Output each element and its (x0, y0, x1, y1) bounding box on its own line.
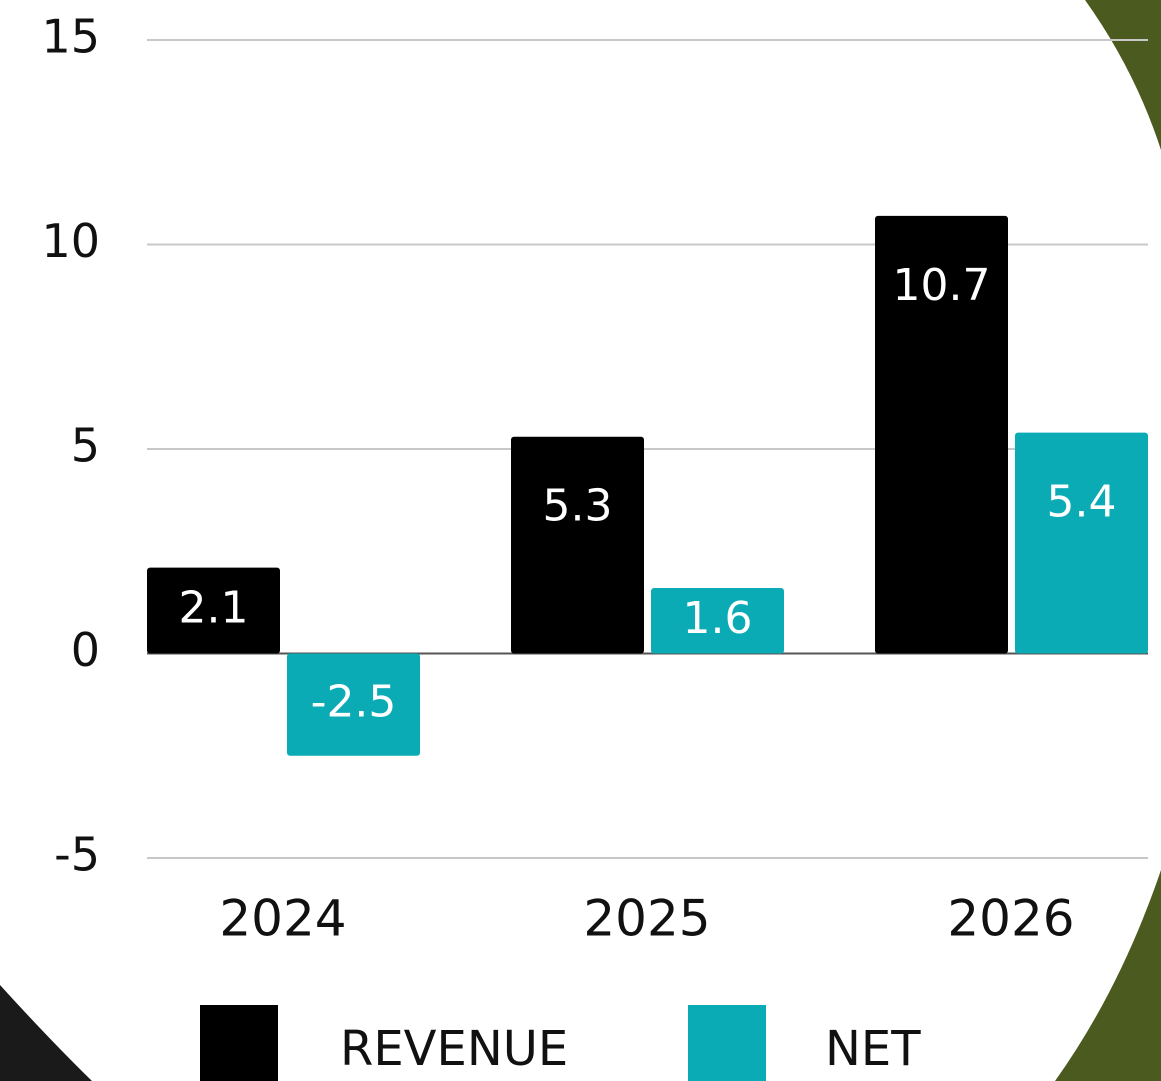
bar (511, 436, 644, 654)
legend-swatch (200, 1005, 278, 1081)
y-tick-label: 15 (41, 10, 100, 64)
bar (875, 215, 1008, 654)
corner-bottom-left (0, 985, 92, 1081)
data-label: 1.6 (683, 593, 753, 644)
bar (147, 567, 280, 654)
legend-label: REVENUE (340, 1021, 568, 1077)
legend-label: NET (825, 1021, 921, 1077)
data-label: -2.5 (311, 677, 397, 728)
y-tick-label: 0 (71, 623, 100, 677)
data-label: 2.1 (179, 583, 249, 634)
x-tick-label: 2025 (583, 890, 710, 948)
legend-swatch (688, 1005, 766, 1081)
data-label: 5.3 (543, 481, 613, 532)
bar (651, 588, 784, 654)
y-tick-label: -5 (54, 828, 100, 882)
bar (1015, 432, 1148, 654)
x-tick-label: 2026 (947, 890, 1074, 948)
bar (287, 653, 420, 756)
corner-top-right (1085, 0, 1161, 150)
corner-bottom-right (1055, 870, 1161, 1081)
data-label: 5.4 (1047, 477, 1117, 528)
data-label: 10.7 (893, 260, 991, 311)
y-tick-label: 5 (71, 419, 100, 473)
y-tick-label: 10 (41, 214, 100, 268)
x-tick-label: 2024 (219, 890, 346, 948)
